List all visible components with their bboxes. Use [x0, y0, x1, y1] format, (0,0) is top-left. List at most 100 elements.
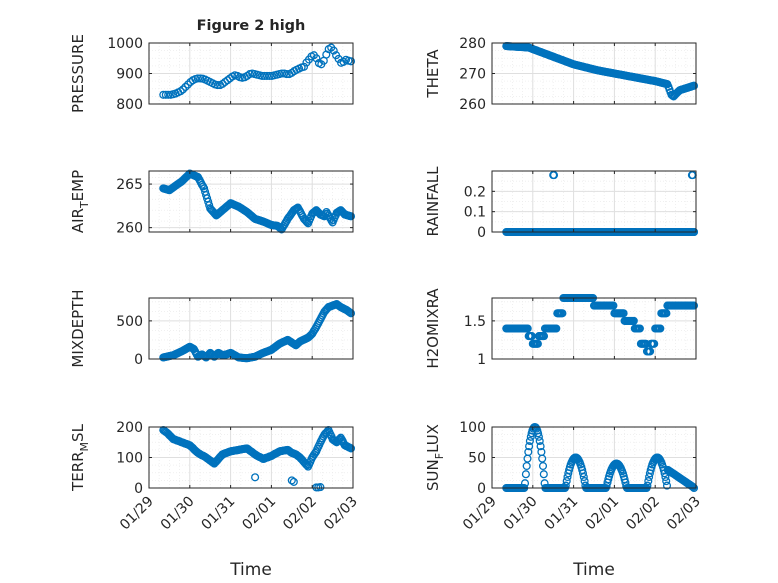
- data-point: [183, 80, 193, 89]
- data-point: [523, 454, 532, 463]
- y-tick-label: 1.5: [464, 314, 486, 330]
- y-tick-label: 0: [134, 352, 143, 368]
- y-axis-label: TERRMSL: [69, 423, 91, 492]
- y-tick-label: 1: [477, 352, 486, 368]
- markers: [159, 300, 356, 363]
- data-point: [609, 301, 618, 310]
- x-tick-label: 02/02: [280, 494, 320, 534]
- data-point: [538, 454, 547, 463]
- data-point: [549, 171, 559, 180]
- subplot-terr_msl: 01/29 01/30 01/31 02/01 02/02 02/03 0 100 200 TER…: [69, 420, 361, 533]
- data-point: [312, 54, 321, 63]
- data-point: [282, 70, 291, 79]
- data-point: [558, 309, 567, 318]
- data-point: [524, 447, 533, 457]
- data-point: [661, 472, 670, 482]
- markers: [502, 293, 699, 356]
- y-tick-label: 270: [459, 67, 486, 83]
- y-tick-label: 500: [116, 314, 143, 330]
- data-point: [635, 324, 644, 333]
- x-tick-label: 02/01: [239, 494, 279, 534]
- data-point: [346, 309, 356, 318]
- markers: [502, 42, 699, 101]
- x-tick-label: 01/29: [460, 494, 500, 534]
- data-point: [523, 324, 532, 333]
- x-axis-label-right: Time: [572, 560, 615, 580]
- y-axis-label: MIXDEPTH: [69, 289, 87, 367]
- data-point: [522, 461, 531, 471]
- data-point: [316, 483, 325, 492]
- y-tick-label: 0: [477, 225, 486, 241]
- x-tick-label: 02/01: [582, 494, 622, 534]
- x-tick-label: 01/31: [542, 494, 582, 534]
- subplot-theta: 260 270 280 THETA: [424, 36, 699, 113]
- data-point: [164, 90, 173, 99]
- axes-box: [491, 297, 697, 360]
- data-point: [562, 477, 571, 486]
- data-point: [329, 46, 338, 55]
- data-point: [579, 472, 588, 482]
- data-point: [643, 481, 652, 490]
- minor-grid: [491, 170, 697, 233]
- x-tick-label: 02/03: [321, 494, 361, 534]
- data-point: [193, 74, 202, 83]
- y-tick-label: 0: [477, 481, 486, 497]
- x-tick-label: 01/30: [501, 494, 541, 534]
- axes-box: [148, 297, 354, 360]
- data-point: [533, 339, 542, 348]
- subplot-pressure: 800 900 1000 PRESSURE: [69, 34, 356, 113]
- data-point: [650, 339, 659, 348]
- data-point: [521, 470, 530, 479]
- y-tick-label: 1000: [107, 36, 143, 52]
- data-point: [539, 470, 548, 479]
- data-point: [644, 477, 653, 486]
- data-point: [520, 479, 530, 488]
- data-point: [287, 476, 296, 485]
- data-point: [552, 324, 561, 333]
- data-point: [525, 436, 534, 446]
- y-axis-label: AIRTEMP: [69, 170, 91, 233]
- data-point: [339, 57, 348, 66]
- y-axis-label: H2OMIXRA: [424, 288, 442, 369]
- y-tick-label: 50: [468, 451, 486, 467]
- y-tick-label: 900: [116, 67, 143, 83]
- x-axis-label-left: Time: [229, 560, 272, 580]
- data-point: [662, 477, 671, 486]
- subplot-mixdepth: 0 500 MIXDEPTH: [69, 289, 356, 368]
- data-point: [662, 309, 671, 318]
- y-tick-label: 800: [116, 97, 143, 113]
- y-tick-label: 100: [116, 451, 143, 467]
- data-point: [346, 212, 356, 221]
- figure-title: Figure 2 high: [197, 18, 306, 34]
- data-point: [302, 460, 311, 469]
- data-point: [535, 436, 544, 446]
- y-axis-label: SUNFLUX: [424, 424, 446, 491]
- x-tick-label: 01/31: [199, 494, 239, 534]
- x-tick-label: 01/29: [117, 494, 157, 534]
- data-point: [619, 309, 628, 318]
- data-point: [656, 324, 665, 333]
- x-tick-label: 02/03: [664, 494, 704, 534]
- data-point: [539, 332, 549, 341]
- data-point: [538, 461, 548, 471]
- data-point: [689, 81, 699, 90]
- y-tick-label: 260: [459, 97, 486, 113]
- data-point: [534, 432, 543, 441]
- data-point: [646, 347, 655, 356]
- y-tick-label: 265: [116, 177, 143, 193]
- subplot-rainfall: 0 0.1 0.2 RAINFALL: [424, 166, 699, 241]
- y-tick-label: 0: [134, 481, 143, 497]
- data-point: [176, 87, 185, 96]
- data-point: [334, 435, 343, 444]
- data-point: [578, 469, 588, 478]
- y-tick-label: 100: [459, 420, 486, 436]
- y-tick-label: 200: [116, 420, 143, 436]
- x-tick-label: 01/30: [158, 494, 198, 534]
- data-point: [289, 477, 298, 486]
- data-point: [689, 301, 699, 310]
- data-point: [265, 71, 274, 80]
- data-point: [346, 444, 356, 453]
- y-tick-label: 0.1: [464, 205, 486, 221]
